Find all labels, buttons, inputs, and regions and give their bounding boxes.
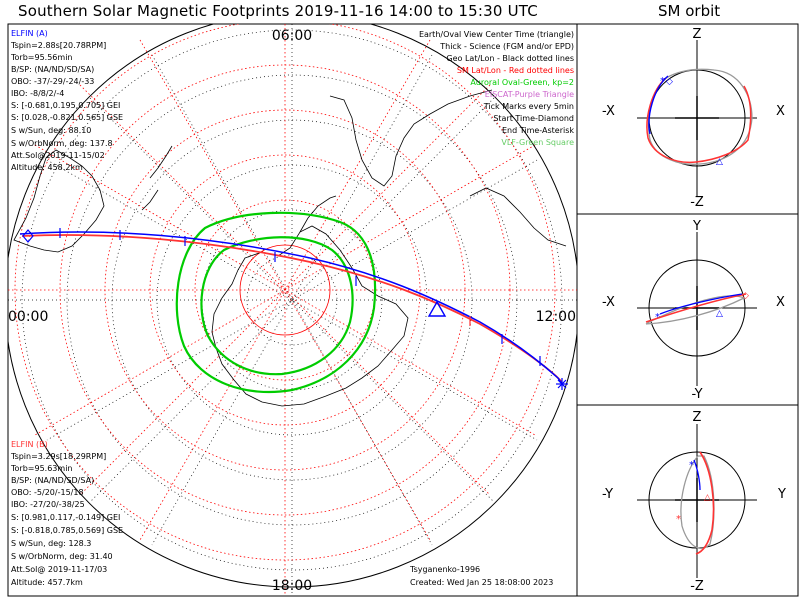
legend-line: EISCAT-Purple Triangle <box>485 90 574 99</box>
hour-label-left: 00:00 <box>8 309 48 325</box>
antarctic-peninsula <box>299 195 337 233</box>
elfin-a-line: Torb=95.56min <box>10 53 72 62</box>
sm-label-top: Y <box>692 219 701 234</box>
elfin-b-line: S w/OrbNorm, deg: 31.40 <box>11 552 113 561</box>
track-tick-marks <box>59 228 541 366</box>
legend-line: Geo Lat/Lon - Black dotted lines <box>446 54 574 63</box>
sm-orbit-b <box>646 77 752 164</box>
elfin-a-line: S: [0.028,-0.821,0.565] GSE <box>11 113 123 122</box>
legend: Earth/Oval View Center Time (triangle) T… <box>419 30 574 147</box>
elfin-a-track <box>19 231 563 385</box>
elfin-a-line: S: [-0.681,0.195,0.705] GEI <box>11 101 120 110</box>
elfin-b-line: S: [0.981,0.117,-0.149] GEI <box>11 513 120 522</box>
horizon-circle <box>8 24 577 588</box>
sm-label-right: X <box>776 295 785 310</box>
elfin-b-line: B/SP: (NA/ND/SD/SA) <box>11 476 94 485</box>
sm-orbit-a <box>659 293 743 315</box>
legend-line: Tick Marks every 5min <box>483 102 574 111</box>
geo-grid <box>8 24 577 596</box>
legend-line: VLF-Green Square <box>501 138 574 147</box>
elfin-b-line: S: [-0.818,0.785,0.569] GSE <box>11 526 123 535</box>
elfin-a-line: Att.Sol@2019-11-15/02 <box>11 151 105 160</box>
sm-label-left: -X <box>602 295 615 310</box>
hour-label-bottom: 18:00 <box>272 578 312 594</box>
elfin-a-line: B/SP: (NA/ND/SD/SA) <box>11 65 94 74</box>
legend-line: End Time-Asterisk <box>502 126 574 135</box>
elfin-b-line: Att.Sol@ 2019-11-17/03 <box>11 565 107 574</box>
elfin-b-track <box>21 234 563 383</box>
sm-end-marker: * <box>660 76 665 87</box>
legend-line: Thick - Science (FGM and/or EPD) <box>439 42 574 51</box>
legend-line: Auroral Oval-Green, kp=2 <box>470 78 574 87</box>
elfin-b-name: ELFIN (B) <box>11 440 48 449</box>
elfin-a-info: ELFIN (A) Tspin=2.88s[20.78RPM] Torb=95.… <box>10 29 123 172</box>
hour-label-top: 06:00 <box>272 28 312 44</box>
sm-label-right: X <box>776 104 785 119</box>
sm-orbit-gray <box>645 295 746 325</box>
legend-line: SM Lat/Lon - Red dotted lines <box>457 66 574 75</box>
sm-label-right: Y <box>777 487 786 502</box>
elfin-a-line: IBO: -8/8/2/-4 <box>11 89 64 98</box>
chart-title: Southern Solar Magnetic Footprints 2019-… <box>18 2 538 20</box>
elfin-b-line: Altitude: 457.7km <box>11 578 83 587</box>
auroral-oval-outer <box>175 211 377 394</box>
sm-end-marker: * <box>655 312 660 323</box>
elfin-b-line: OBO: -5/20/-15/18 <box>11 488 84 497</box>
elfin-a-name: ELFIN (A) <box>11 29 48 38</box>
sm-label-left: -Y <box>602 487 613 502</box>
credits-created: Created: Wed Jan 25 18:08:00 2023 <box>410 578 553 587</box>
legend-line: Start Time-Diamond <box>493 114 574 123</box>
elfin-a-line: Tspin=2.88s[20.78RPM] <box>10 41 106 50</box>
elfin-b-info: ELFIN (B) Tspin=3.29s[18.29RPM] Torb=95.… <box>10 440 123 587</box>
sm-triangle-marker: △ <box>716 309 723 319</box>
australia-coastline <box>13 149 105 253</box>
sm-orbit-title: SM orbit <box>658 2 721 20</box>
elfin-b-line: Torb=95.63min <box>10 464 72 473</box>
credits-author: Tsyganenko-1996 <box>409 565 480 574</box>
end-asterisk <box>556 378 568 390</box>
sm-orbit-a <box>648 75 669 135</box>
sm-panel-xz: * ◇ △ Z -Z -X X <box>602 27 785 210</box>
sm-orbit-gray <box>647 68 753 165</box>
sm-frame <box>576 23 799 597</box>
sm-start-marker: ◇ <box>742 291 749 301</box>
sm-label-top: Z <box>693 410 702 425</box>
sm-end-marker: * <box>689 460 694 471</box>
sm-triangle-marker: △ <box>704 493 711 503</box>
sm-start-marker: ◇ <box>666 77 673 87</box>
south-america-coastline <box>329 89 493 187</box>
elfin-a-line: S w/OrbNorm, deg: 137.8 <box>11 139 113 148</box>
sm-end-marker-b: * <box>676 514 681 525</box>
sm-panel-yz: * * △ Z -Z -Y Y <box>602 410 786 594</box>
sm-label-left: -X <box>602 104 615 119</box>
start-diamond <box>22 229 34 243</box>
legend-line: Earth/Oval View Center Time (triangle) <box>419 30 574 39</box>
sm-orbit-b <box>645 293 747 323</box>
auroral-oval-inner <box>200 236 354 376</box>
elfin-b-line: S w/Sun, deg: 128.3 <box>11 539 91 548</box>
elfin-a-line: S w/Sun, deg: 88.10 <box>11 126 91 135</box>
hour-label-right: 12:00 <box>536 309 576 325</box>
sm-triangle-marker: △ <box>716 157 723 167</box>
sm-orbit-a <box>693 459 701 491</box>
sm-pole-circle <box>239 244 331 336</box>
elfin-b-line: Tspin=3.29s[18.29RPM] <box>10 452 106 461</box>
elfin-a-line: OBO: -37/-29/-24/-33 <box>11 77 94 86</box>
africa-coastline <box>469 187 567 247</box>
sm-orbit-b <box>695 451 715 555</box>
sm-label-bottom: -Y <box>691 387 702 402</box>
sm-label-top: Z <box>693 27 702 42</box>
elfin-a-line: Altitude: 458.2km <box>11 163 83 172</box>
sm-label-bottom: -Z <box>690 195 704 210</box>
view-center-triangle <box>427 300 447 317</box>
elfin-b-line: IBO: -27/20/-38/25 <box>11 500 85 509</box>
new-zealand-coastline <box>141 145 173 211</box>
sm-grid <box>8 24 577 596</box>
sm-panel-xy: * ◇ △ Y -Y -X X <box>602 219 785 402</box>
sm-label-bottom: -Z <box>690 579 704 594</box>
antarctica-coastline <box>211 225 409 407</box>
